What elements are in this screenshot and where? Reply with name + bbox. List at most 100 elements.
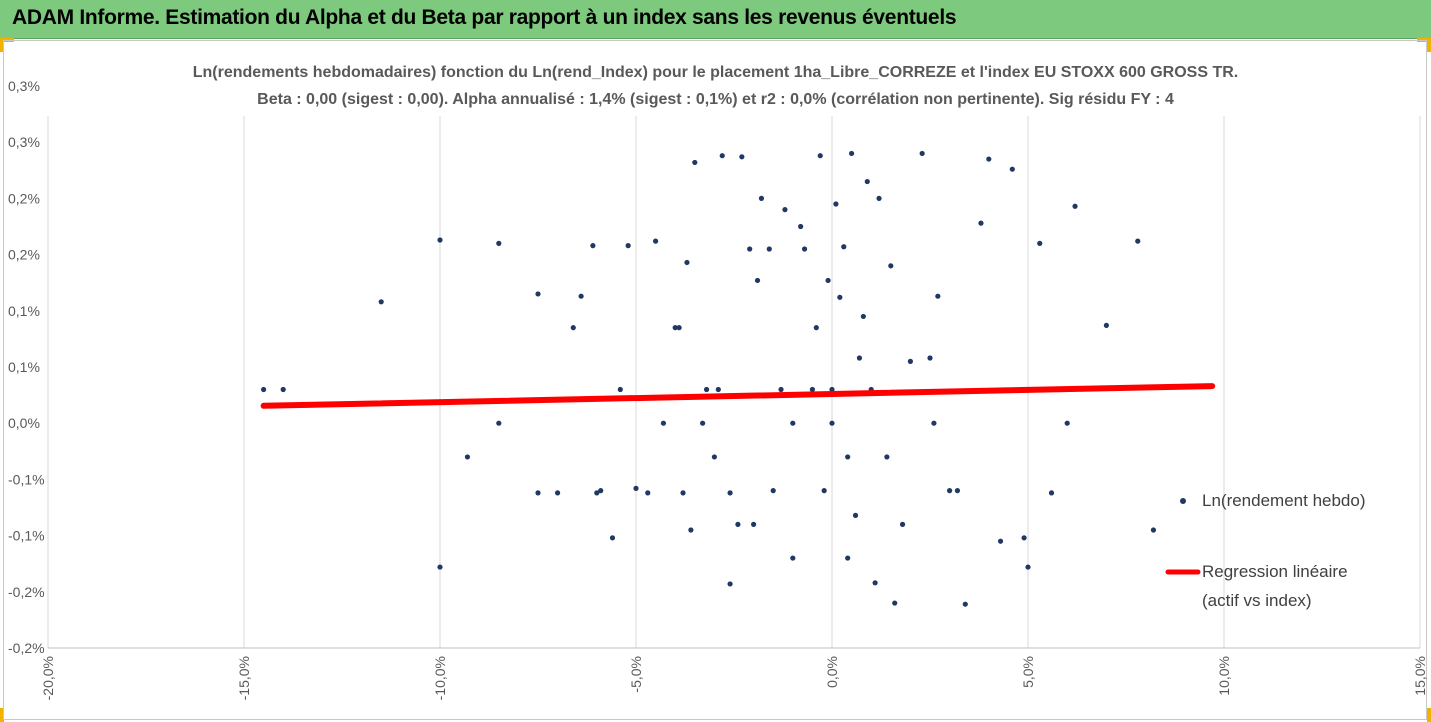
scatter-point xyxy=(280,386,286,393)
scatter-point xyxy=(735,521,741,527)
y-tick-label: 0,3% xyxy=(8,78,40,94)
chart-subtitle: Beta : 0,00 (sigest : 0,00). Alpha annua… xyxy=(257,91,1174,108)
scatter-point xyxy=(1025,564,1031,570)
scatter-point xyxy=(1064,420,1070,426)
scatter-point xyxy=(892,600,898,606)
scatter-point xyxy=(496,240,502,246)
scatter-point xyxy=(935,293,941,299)
scatter-point xyxy=(653,238,659,244)
scatter-point xyxy=(590,243,596,249)
scatter-point xyxy=(645,490,651,496)
y-tick-label: 0,3% xyxy=(8,134,40,150)
scatter-point xyxy=(578,293,584,299)
scatter-point xyxy=(437,564,443,570)
scatter-point xyxy=(692,159,698,166)
scatter-point xyxy=(625,243,631,249)
x-tick-label: -20,0% xyxy=(40,656,56,700)
scatter-point xyxy=(700,420,706,426)
scatter-point xyxy=(1150,527,1157,533)
scatter-point xyxy=(598,488,604,494)
y-tick-label: -0,2% xyxy=(8,640,45,656)
scatter-point xyxy=(754,277,761,284)
scatter-point xyxy=(496,420,502,426)
scatter-point xyxy=(986,156,992,162)
scatter-point xyxy=(778,386,784,393)
chart-title: Ln(rendements hebdomadaires) fonction du… xyxy=(192,64,1239,81)
scatter-point xyxy=(1072,203,1078,209)
scatter-point xyxy=(864,178,870,185)
scatter-point xyxy=(782,207,788,213)
scatter-point xyxy=(954,488,961,494)
scatter-point xyxy=(535,490,541,496)
legend-label-regression-line2: (actif vs index) xyxy=(1202,591,1312,610)
scatter-point xyxy=(798,223,804,230)
scatter-point xyxy=(919,150,925,157)
y-tick-label: 0,0% xyxy=(8,415,40,431)
scatter-point xyxy=(594,490,600,496)
scatter-point xyxy=(849,150,855,157)
scatter-point xyxy=(817,153,823,159)
legend-label-points: Ln(rendement hebdo) xyxy=(1202,491,1366,510)
legend-label-regression: Regression linéaire xyxy=(1202,562,1348,581)
corner-marker-top-right-vertical xyxy=(1427,38,1431,52)
scatter-point xyxy=(978,220,984,226)
scatter-point xyxy=(1135,238,1141,244)
scatter-point xyxy=(845,454,851,460)
y-tick-label: -0,1% xyxy=(8,528,45,544)
scatter-point xyxy=(719,153,725,159)
scatter-point xyxy=(672,325,678,331)
scatter-point xyxy=(617,386,623,393)
scatter-point xyxy=(888,263,894,269)
scatter-point xyxy=(609,535,616,541)
x-tick-label: 5,0% xyxy=(1020,656,1036,688)
scatter-point xyxy=(907,358,914,364)
scatter-point xyxy=(856,355,863,361)
scatter-point xyxy=(829,420,835,426)
scatter-point xyxy=(684,259,690,266)
scatter-point xyxy=(841,244,847,250)
scatter-point xyxy=(747,246,753,252)
scatter-point xyxy=(1021,535,1027,541)
legend-marker-points xyxy=(1180,498,1186,504)
scatter-point xyxy=(727,581,733,587)
corner-marker-bottom-left xyxy=(0,708,4,722)
scatter-point xyxy=(688,527,694,533)
y-tick-label: 0,1% xyxy=(8,303,40,319)
regression-line xyxy=(260,383,1216,409)
scatter-point xyxy=(801,246,808,252)
scatter-point xyxy=(837,294,843,300)
scatter-point xyxy=(676,325,682,331)
scatter-point xyxy=(833,201,839,207)
scatter-point xyxy=(1103,322,1109,329)
scatter-point xyxy=(703,386,710,393)
scatter-point xyxy=(766,246,772,252)
scatter-point xyxy=(1037,240,1043,246)
scatter-point xyxy=(378,299,384,305)
scatter-point xyxy=(1048,490,1055,496)
scatter-point xyxy=(884,454,890,460)
report-header: ADAM Informe. Estimation du Alpha et du … xyxy=(0,0,1431,39)
scatter-point xyxy=(464,454,471,460)
scatter-point xyxy=(809,386,816,393)
x-tick-label: 0,0% xyxy=(824,656,840,688)
corner-marker-bottom-right xyxy=(1427,708,1431,722)
scatter-point xyxy=(535,291,541,297)
y-tick-label: 0,1% xyxy=(8,359,40,375)
scatter-point xyxy=(751,521,757,527)
scatter-point xyxy=(633,485,639,491)
x-tick-label: 15,0% xyxy=(1412,656,1428,696)
chart-frame xyxy=(3,40,1427,720)
scatter-point xyxy=(876,195,882,201)
scatter-point xyxy=(845,555,851,561)
scatter-point xyxy=(852,512,859,518)
scatter-point xyxy=(1009,166,1015,172)
scatter-point xyxy=(872,580,878,586)
scatter-point xyxy=(962,601,968,607)
scatter-point xyxy=(715,386,721,393)
scatter-point xyxy=(825,277,831,284)
scatter-point xyxy=(739,154,745,160)
scatter-point xyxy=(437,237,443,243)
y-tick-label: 0,2% xyxy=(8,247,40,263)
scatter-point xyxy=(727,490,733,496)
